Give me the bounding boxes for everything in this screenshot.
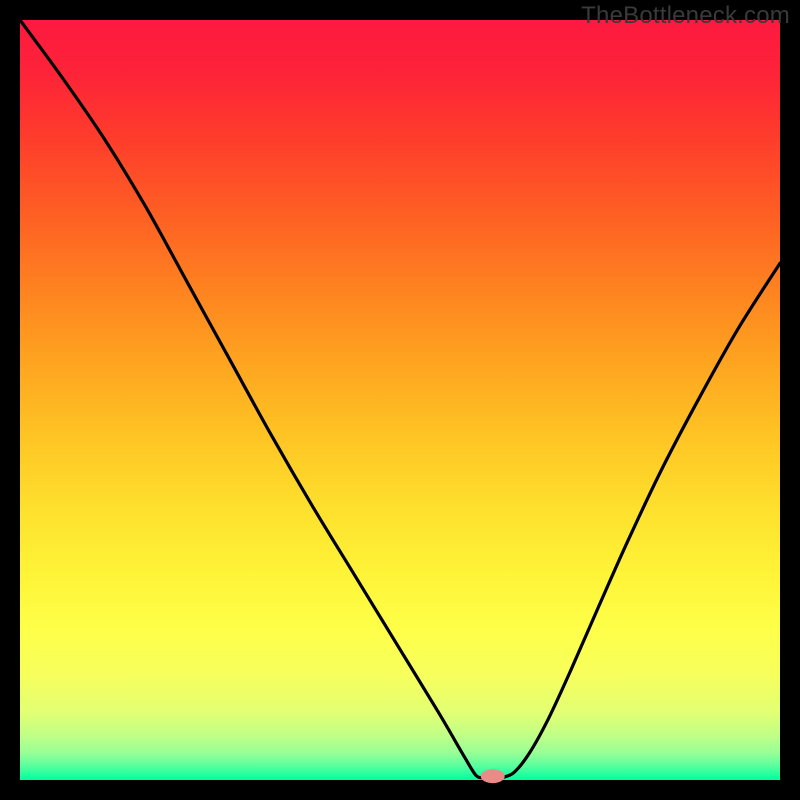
bottleneck-chart bbox=[0, 0, 800, 800]
watermark-text: TheBottleneck.com bbox=[581, 2, 790, 30]
plot-area bbox=[20, 20, 780, 780]
optimum-marker bbox=[481, 769, 505, 783]
chart-stage: TheBottleneck.com bbox=[0, 0, 800, 800]
